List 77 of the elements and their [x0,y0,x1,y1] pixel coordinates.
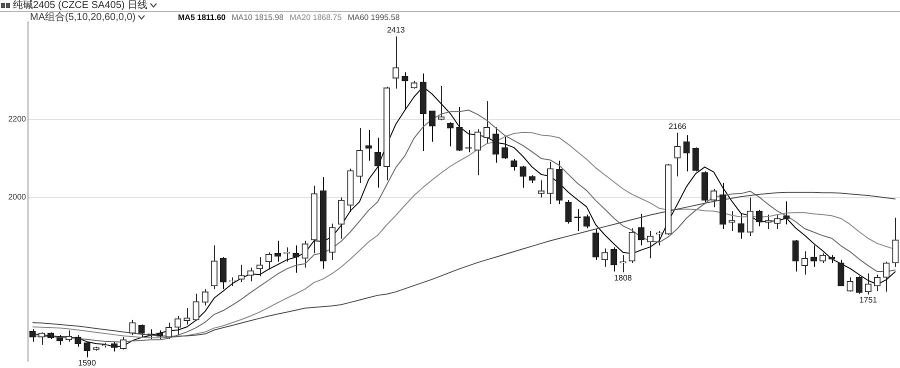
candlestick [56,334,64,346]
candlestick [402,72,408,110]
y-tick-label: 2000 [8,192,27,202]
candlestick [210,244,218,290]
candlestick [302,240,308,268]
candlestick [374,137,382,188]
candlestick [165,322,172,340]
candlestick [184,308,190,326]
text: MA60 1995.58 [348,12,400,23]
candlestick [456,106,463,152]
candlestick [638,213,644,246]
candlestick [520,165,526,188]
candlestick [492,126,500,164]
candlestick [656,230,663,246]
candlestick [428,110,436,142]
candlestick [256,256,263,277]
candlestick [29,328,36,342]
candlestick [774,214,781,230]
candlestick [810,244,818,268]
candlestick [292,244,300,274]
text: MA20 1868.75 [290,12,342,23]
candlestick [502,136,508,160]
candlestick [801,250,808,276]
chart-title: 纯碱2405 (CZCE SA405) 日线 [13,0,148,11]
annotation: 2166 [668,122,687,131]
chart-subtitle: MA组合(5,10,20,60,0,0) [30,12,136,23]
candlestick [792,239,799,272]
candlestick [856,276,862,294]
text: MA5 1811.60 [178,12,226,23]
candlestick [265,252,272,270]
candlestick [746,196,754,237]
candlestick [447,122,454,147]
candlestick [756,209,763,227]
candlestick [538,180,545,198]
candlestick [247,267,254,282]
annotation: 1590 [78,358,96,368]
candlestick [546,161,554,205]
candlestick [66,330,72,342]
candlestick [338,196,345,240]
candlestick [438,85,445,121]
candlestick [328,223,336,260]
candlestick [738,213,744,240]
candlestick [674,132,681,177]
candlestick [483,100,490,144]
candlestick [129,319,136,336]
candlestick [110,341,118,352]
candlestick [465,130,472,153]
annotation: 2413 [386,26,406,35]
candlestick [710,188,718,208]
candlestick [238,264,245,283]
candlestick [819,252,826,264]
candlestick [220,256,227,290]
y-tick-label: 2200 [8,114,27,124]
candlestick [692,147,699,172]
candlestick [192,293,200,322]
candlestick [601,248,608,268]
candlestick [883,261,890,292]
candlestick [864,272,872,296]
candlestick [174,315,182,336]
annotation: 1808 [614,274,632,283]
candlestick [392,36,400,90]
candlestick [764,214,772,230]
candlestick [202,288,208,306]
text: MA10 1815.98 [232,12,284,23]
candlestick [646,230,654,259]
candlestick [120,336,127,350]
candlestick [592,228,600,260]
candlestick [565,200,572,224]
candlestick [38,332,45,346]
candlestick [683,134,690,172]
candlestick [610,246,618,272]
candlestick [874,274,881,292]
annotation: 1751 [859,296,878,305]
candlestick [783,200,790,225]
candlestick [838,259,844,286]
candlestick [474,128,481,176]
candlestick [728,210,736,232]
